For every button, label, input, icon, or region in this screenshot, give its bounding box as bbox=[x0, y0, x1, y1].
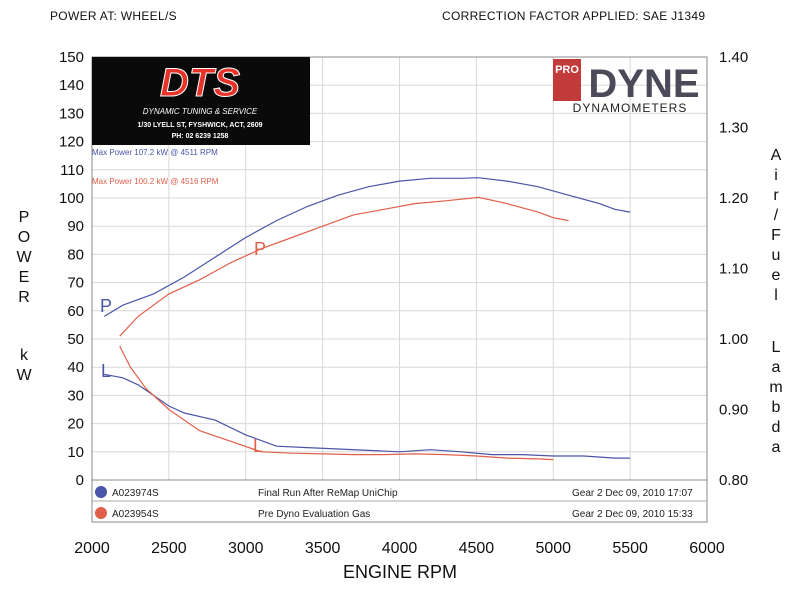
prodyne-dyne: DYNE bbox=[588, 62, 699, 106]
y-axis-right-letter: m bbox=[769, 379, 782, 396]
x-tick: 5000 bbox=[535, 540, 571, 557]
legend-desc: Final Run After ReMap UniChip bbox=[258, 488, 398, 499]
y-axis-left-letter: P bbox=[19, 209, 30, 226]
y-axis-left-letter: O bbox=[18, 229, 30, 246]
lambda-curve-a023974s bbox=[104, 373, 631, 459]
y-tick-left: 30 bbox=[67, 387, 84, 404]
curve-label-power-a023974s: P bbox=[100, 296, 112, 316]
y-axis-left-letter: R bbox=[18, 289, 30, 306]
power-curve-a023974s bbox=[103, 177, 631, 317]
y-tick-left: 0 bbox=[76, 472, 84, 489]
curve-label-lambda-a023954s: L bbox=[253, 436, 263, 456]
header-power-at: POWER AT: WHEEL/S bbox=[50, 9, 177, 23]
y-tick-right: 1.40 bbox=[719, 49, 748, 66]
y-axis-right-letter: a bbox=[772, 359, 781, 376]
legend: A023974S Final Run After ReMap UniChip Gea… bbox=[91, 479, 708, 523]
x-tick: 3000 bbox=[228, 540, 264, 557]
legend-info: Gear 2 Dec 09, 2010 17:07 bbox=[572, 488, 693, 499]
x-tick: 4500 bbox=[459, 540, 495, 557]
dts-brand: DTS bbox=[160, 61, 240, 105]
peak-label-a023954s: Max Power 100.2 kW @ 4516 RPM bbox=[92, 177, 219, 186]
y-tick-left: 80 bbox=[67, 246, 84, 263]
y-axis-right-letter: d bbox=[772, 419, 781, 436]
y-axis-right-letter: F bbox=[771, 227, 781, 244]
x-tick: 4000 bbox=[382, 540, 418, 557]
prodyne-pro: PRO bbox=[555, 64, 579, 76]
power-curve-a023954s bbox=[119, 196, 569, 337]
y-tick-right: 1.10 bbox=[719, 261, 748, 278]
y-axis-left-letter: W bbox=[16, 249, 32, 266]
y-axis-right-letter: e bbox=[772, 267, 781, 284]
x-axis-title: ENGINE RPM bbox=[343, 562, 457, 582]
y-axis-left-letter: W bbox=[16, 367, 32, 384]
y-tick-left: 10 bbox=[67, 444, 84, 461]
prodyne-sub: DYNAMOMETERS bbox=[573, 101, 688, 115]
dts-logo: DTS DYNAMIC TUNING & SERVICE 1/30 LYELL … bbox=[92, 57, 310, 145]
y-tick-left: 100 bbox=[59, 190, 84, 207]
dts-tagline: DYNAMIC TUNING & SERVICE bbox=[143, 107, 258, 116]
y-axis-right-letter: l bbox=[774, 287, 778, 304]
prodyne-logo: PRO DYNE DYNAMOMETERS bbox=[553, 59, 700, 115]
y-tick-left: 130 bbox=[59, 105, 84, 122]
y-tick-left: 150 bbox=[59, 49, 84, 66]
y-tick-right: 0.80 bbox=[719, 472, 748, 489]
legend-id: A023974S bbox=[112, 488, 159, 499]
y-tick-left: 40 bbox=[67, 359, 84, 376]
y-tick-left: 90 bbox=[67, 218, 84, 235]
y-axis-right-letter: A bbox=[771, 147, 782, 164]
y-tick-right: 0.90 bbox=[719, 402, 748, 419]
x-tick: 6000 bbox=[689, 540, 725, 557]
y-tick-left: 140 bbox=[59, 77, 84, 94]
y-axis-right-letter: b bbox=[772, 399, 781, 416]
y-axis-right-letter: L bbox=[772, 339, 781, 356]
axis-ticks: 0 10 20 30 40 50 60 70 80 90 100 110 120 130 140 150 0.8… bbox=[59, 49, 748, 557]
y-tick-right: 1.30 bbox=[719, 120, 748, 137]
y-tick-left: 60 bbox=[67, 303, 84, 320]
y-tick-left: 70 bbox=[67, 275, 84, 292]
curve-label-lambda-a023974s: L bbox=[101, 361, 111, 381]
legend-desc: Pre Dyno Evaluation Gas bbox=[258, 509, 370, 520]
y-tick-left: 110 bbox=[60, 162, 84, 179]
y-axis-right-letter: r bbox=[773, 187, 779, 204]
y-tick-right: 1.00 bbox=[719, 331, 748, 348]
y-tick-right: 1.20 bbox=[719, 190, 748, 207]
dts-address: 1/30 LYELL ST, FYSHWICK, ACT, 2609 bbox=[137, 122, 262, 129]
y-axis-right-letter: / bbox=[774, 207, 779, 224]
y-axis-right-letter: a bbox=[772, 439, 781, 456]
series: P L P L bbox=[100, 177, 631, 461]
y-axis-right-letter: i bbox=[774, 167, 778, 184]
peak-label-a023974s: Max Power 107.2 kW @ 4511 RPM bbox=[92, 148, 218, 157]
y-tick-left: 20 bbox=[67, 416, 84, 433]
legend-id: A023954S bbox=[112, 509, 159, 520]
header-correction-factor: CORRECTION FACTOR APPLIED: SAE J1349 bbox=[442, 9, 706, 23]
x-tick: 2500 bbox=[151, 540, 187, 557]
dts-phone: PH: 02 6239 1258 bbox=[172, 133, 229, 140]
lambda-curve-a023954s bbox=[119, 345, 554, 461]
y-tick-left: 50 bbox=[67, 331, 84, 348]
y-axis-left-letter: k bbox=[20, 347, 29, 364]
y-axis-right-letter: u bbox=[772, 247, 781, 264]
x-tick: 2000 bbox=[74, 540, 110, 557]
legend-marker-a023954s bbox=[95, 507, 107, 519]
curve-label-power-a023954s: P bbox=[254, 239, 266, 259]
x-tick: 3500 bbox=[305, 540, 341, 557]
legend-marker-a023974s bbox=[95, 486, 107, 498]
x-tick: 5500 bbox=[612, 540, 648, 557]
legend-info: Gear 2 Dec 09, 2010 15:33 bbox=[572, 509, 693, 520]
y-axis-left-letter: E bbox=[19, 269, 30, 286]
y-tick-left: 120 bbox=[59, 134, 84, 151]
